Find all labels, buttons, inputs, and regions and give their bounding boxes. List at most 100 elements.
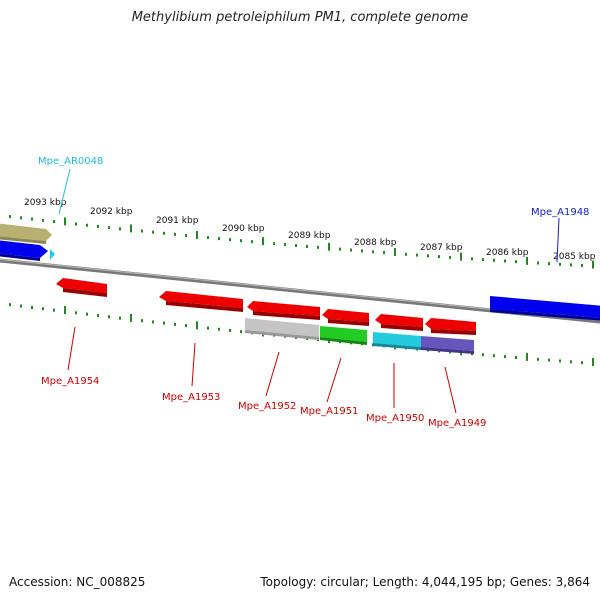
minor-tick [504, 259, 506, 263]
major-tick [196, 321, 198, 330]
kbp-label: 2091 kbp [156, 216, 199, 226]
minor-tick [548, 262, 550, 266]
minor-tick [108, 315, 110, 319]
kbp-label: 2090 kbp [222, 224, 265, 234]
cog-feature-grey[interactable] [245, 318, 319, 340]
minor-tick [581, 263, 583, 267]
minor-tick [207, 236, 209, 240]
minor-tick [152, 230, 154, 234]
minor-tick [361, 249, 363, 253]
minor-tick [240, 239, 242, 243]
minor-tick [31, 305, 33, 309]
gene-label-leader [191, 342, 196, 387]
gene-feature-reverse[interactable] [322, 309, 369, 326]
major-tick [394, 247, 396, 256]
minor-tick [86, 223, 88, 227]
minor-tick [537, 357, 539, 361]
kbp-label: 2089 kbp [288, 231, 331, 241]
minor-tick [163, 231, 165, 235]
minor-tick [42, 307, 44, 311]
gene-feature-reverse[interactable] [247, 301, 320, 320]
minor-tick [350, 248, 352, 252]
minor-tick [97, 313, 99, 317]
minor-tick [152, 320, 154, 324]
gene-feature-reverse[interactable] [56, 278, 107, 297]
minor-tick [75, 222, 77, 226]
minor-tick [185, 233, 187, 237]
kbp-label: 2085 kbp [553, 252, 596, 262]
kbp-label: 2093 kbp [24, 198, 67, 208]
major-tick [64, 217, 66, 226]
minor-tick [31, 217, 33, 221]
major-tick [460, 252, 462, 261]
minor-tick [185, 324, 187, 328]
minor-tick [317, 245, 319, 249]
minor-tick [405, 252, 407, 256]
gene-feature-reverse[interactable] [375, 314, 423, 331]
minor-tick [218, 327, 220, 331]
minor-tick [218, 237, 220, 241]
minor-tick [9, 215, 11, 219]
gene-label-mpe-a1953[interactable]: Mpe_A1953 [162, 392, 220, 403]
minor-tick [438, 255, 440, 259]
minor-tick [174, 322, 176, 326]
gene-label-mpe-a1950[interactable]: Mpe_A1950 [366, 413, 424, 424]
minor-tick [482, 258, 484, 262]
minor-tick [581, 361, 583, 365]
minor-tick [119, 227, 121, 231]
minor-tick [42, 218, 44, 222]
gene-feature-reverse[interactable] [159, 291, 243, 312]
kbp-label: 2087 kbp [420, 243, 463, 253]
minor-tick [141, 229, 143, 233]
minor-tick [86, 312, 88, 316]
minor-tick [339, 247, 341, 251]
major-tick [526, 352, 528, 361]
upper-tick-ring [9, 215, 594, 269]
minor-tick [559, 359, 561, 363]
minor-tick [251, 240, 253, 244]
major-tick [526, 256, 528, 265]
minor-tick [97, 224, 99, 228]
minor-tick [240, 330, 242, 334]
gene-label-mpe-a1954[interactable]: Mpe_A1954 [41, 376, 99, 387]
gene-label-mpe-a1949[interactable]: Mpe_A1949 [428, 418, 486, 429]
gene-feature-forward-right[interactable] [490, 296, 600, 321]
rna-feature-arrow[interactable] [50, 249, 55, 260]
major-tick [262, 237, 264, 246]
cog-feature-cyan[interactable] [373, 332, 421, 350]
minor-tick [229, 238, 231, 242]
minor-tick [20, 216, 22, 220]
gene-label-leader [556, 217, 560, 263]
minor-tick [493, 258, 495, 262]
gene-label-mpe-a1952[interactable]: Mpe_A1952 [238, 401, 296, 412]
minor-tick [207, 326, 209, 330]
gene-label-mpe-a1951[interactable]: Mpe_A1951 [300, 406, 358, 417]
minor-tick [53, 220, 55, 224]
minor-tick [75, 311, 77, 315]
kbp-label: 2086 kbp [486, 248, 529, 258]
minor-tick [504, 355, 506, 359]
gene-feature-reverse[interactable] [425, 318, 476, 335]
minor-tick [20, 304, 22, 308]
major-tick [328, 242, 330, 251]
cog-feature-khaki[interactable] [0, 223, 52, 244]
gene-feature-forward-left[interactable] [0, 240, 48, 261]
minor-tick [9, 303, 11, 307]
minor-tick [570, 360, 572, 364]
gene-label-mpe-ar0048[interactable]: Mpe_AR0048 [38, 156, 103, 167]
minor-tick [229, 328, 231, 332]
minor-tick [515, 260, 517, 264]
major-tick [64, 306, 66, 315]
minor-tick [383, 251, 385, 255]
major-tick [592, 260, 594, 269]
map-title: Methylibium petroleiphilum PM1, complete… [131, 10, 469, 25]
minor-tick [427, 254, 429, 258]
gene-label-leader [265, 351, 280, 397]
gene-label-mpe-a1948[interactable]: Mpe_A1948 [531, 207, 589, 218]
cog-feature-purple[interactable] [421, 336, 474, 354]
minor-tick [570, 263, 572, 267]
gene-label-leader [326, 357, 342, 403]
cog-feature-green[interactable] [320, 326, 367, 345]
major-tick [592, 358, 594, 367]
